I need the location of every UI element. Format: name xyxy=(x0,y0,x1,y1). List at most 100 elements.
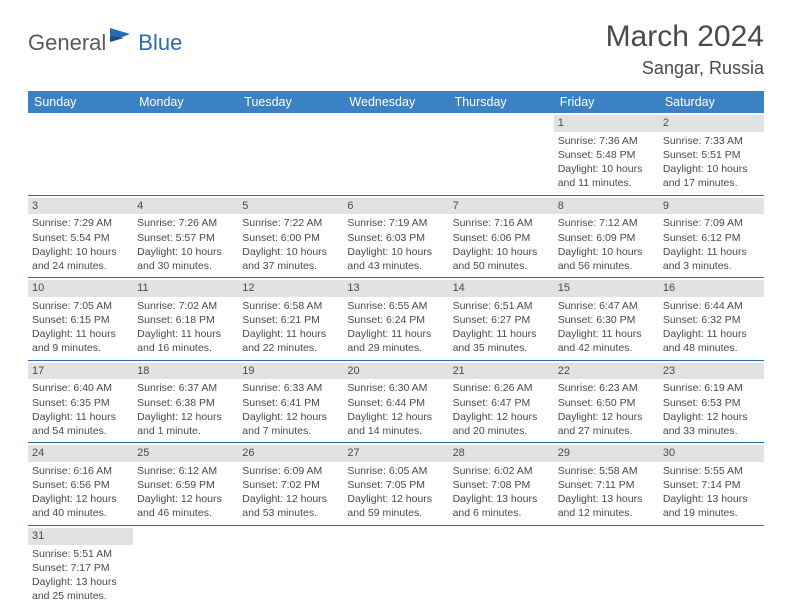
sunrise-text: Sunrise: 7:29 AM xyxy=(32,216,129,230)
day-number: 25 xyxy=(133,445,238,462)
sunrise-text: Sunrise: 6:26 AM xyxy=(453,381,550,395)
calendar-day-cell: 15Sunrise: 6:47 AMSunset: 6:30 PMDayligh… xyxy=(554,278,659,361)
title-block: March 2024 Sangar, Russia xyxy=(606,20,764,79)
calendar-day-cell xyxy=(659,525,764,607)
day-number: 11 xyxy=(133,280,238,297)
sunrise-text: Sunrise: 6:09 AM xyxy=(242,464,339,478)
sunrise-text: Sunrise: 6:55 AM xyxy=(347,299,444,313)
sunrise-text: Sunrise: 6:40 AM xyxy=(32,381,129,395)
calendar-day-cell: 7Sunrise: 7:16 AMSunset: 6:06 PMDaylight… xyxy=(449,195,554,278)
weekday-header: Tuesday xyxy=(238,91,343,113)
sunrise-text: Sunrise: 7:02 AM xyxy=(137,299,234,313)
calendar-day-cell: 28Sunrise: 6:02 AMSunset: 7:08 PMDayligh… xyxy=(449,443,554,526)
day-number: 23 xyxy=(659,363,764,380)
day-number: 1 xyxy=(554,115,659,132)
sunrise-text: Sunrise: 7:19 AM xyxy=(347,216,444,230)
sunrise-text: Sunrise: 6:30 AM xyxy=(347,381,444,395)
day-number: 10 xyxy=(28,280,133,297)
day-number: 6 xyxy=(343,198,448,215)
calendar-week-row: 3Sunrise: 7:29 AMSunset: 5:54 PMDaylight… xyxy=(28,195,764,278)
daylight-text: Daylight: 12 hours and 7 minutes. xyxy=(242,410,339,438)
daylight-text: Daylight: 12 hours and 40 minutes. xyxy=(32,492,129,520)
location-label: Sangar, Russia xyxy=(606,58,764,79)
calendar-day-cell: 20Sunrise: 6:30 AMSunset: 6:44 PMDayligh… xyxy=(343,360,448,443)
sunrise-text: Sunrise: 6:05 AM xyxy=(347,464,444,478)
daylight-text: Daylight: 10 hours and 11 minutes. xyxy=(558,162,655,190)
calendar-day-cell xyxy=(449,113,554,195)
sunrise-text: Sunrise: 5:58 AM xyxy=(558,464,655,478)
sunrise-text: Sunrise: 6:58 AM xyxy=(242,299,339,313)
daylight-text: Daylight: 12 hours and 59 minutes. xyxy=(347,492,444,520)
calendar-day-cell: 24Sunrise: 6:16 AMSunset: 6:56 PMDayligh… xyxy=(28,443,133,526)
day-number: 14 xyxy=(449,280,554,297)
calendar-day-cell xyxy=(343,525,448,607)
logo-text-general: General xyxy=(28,30,106,56)
sunrise-text: Sunrise: 7:16 AM xyxy=(453,216,550,230)
calendar-day-cell: 14Sunrise: 6:51 AMSunset: 6:27 PMDayligh… xyxy=(449,278,554,361)
calendar-day-cell: 27Sunrise: 6:05 AMSunset: 7:05 PMDayligh… xyxy=(343,443,448,526)
daylight-text: Daylight: 10 hours and 17 minutes. xyxy=(663,162,760,190)
daylight-text: Daylight: 12 hours and 14 minutes. xyxy=(347,410,444,438)
weekday-header: Friday xyxy=(554,91,659,113)
sunrise-text: Sunrise: 6:23 AM xyxy=(558,381,655,395)
day-number: 28 xyxy=(449,445,554,462)
day-number: 13 xyxy=(343,280,448,297)
sunrise-text: Sunrise: 7:05 AM xyxy=(32,299,129,313)
weekday-header-row: SundayMondayTuesdayWednesdayThursdayFrid… xyxy=(28,91,764,113)
sunset-text: Sunset: 7:17 PM xyxy=(32,561,129,575)
day-number: 15 xyxy=(554,280,659,297)
logo: General Blue xyxy=(28,26,182,59)
sunset-text: Sunset: 6:30 PM xyxy=(558,313,655,327)
daylight-text: Daylight: 11 hours and 35 minutes. xyxy=(453,327,550,355)
day-number: 4 xyxy=(133,198,238,215)
sunset-text: Sunset: 6:27 PM xyxy=(453,313,550,327)
daylight-text: Daylight: 12 hours and 46 minutes. xyxy=(137,492,234,520)
weekday-header: Thursday xyxy=(449,91,554,113)
day-number: 31 xyxy=(28,528,133,545)
day-number: 29 xyxy=(554,445,659,462)
calendar-day-cell: 6Sunrise: 7:19 AMSunset: 6:03 PMDaylight… xyxy=(343,195,448,278)
sunset-text: Sunset: 7:08 PM xyxy=(453,478,550,492)
calendar-day-cell: 2Sunrise: 7:33 AMSunset: 5:51 PMDaylight… xyxy=(659,113,764,195)
sunrise-text: Sunrise: 7:12 AM xyxy=(558,216,655,230)
daylight-text: Daylight: 13 hours and 6 minutes. xyxy=(453,492,550,520)
sunrise-text: Sunrise: 7:33 AM xyxy=(663,134,760,148)
sunset-text: Sunset: 6:15 PM xyxy=(32,313,129,327)
daylight-text: Daylight: 10 hours and 50 minutes. xyxy=(453,245,550,273)
day-number: 12 xyxy=(238,280,343,297)
sunrise-text: Sunrise: 7:22 AM xyxy=(242,216,339,230)
sunset-text: Sunset: 6:41 PM xyxy=(242,396,339,410)
weekday-header: Monday xyxy=(133,91,238,113)
sunrise-text: Sunrise: 6:16 AM xyxy=(32,464,129,478)
day-number: 5 xyxy=(238,198,343,215)
sunrise-text: Sunrise: 7:36 AM xyxy=(558,134,655,148)
sunset-text: Sunset: 6:44 PM xyxy=(347,396,444,410)
calendar-day-cell: 4Sunrise: 7:26 AMSunset: 5:57 PMDaylight… xyxy=(133,195,238,278)
calendar-day-cell: 16Sunrise: 6:44 AMSunset: 6:32 PMDayligh… xyxy=(659,278,764,361)
calendar-day-cell xyxy=(554,525,659,607)
sunrise-text: Sunrise: 7:09 AM xyxy=(663,216,760,230)
sunset-text: Sunset: 7:05 PM xyxy=(347,478,444,492)
day-number: 9 xyxy=(659,198,764,215)
calendar-day-cell: 21Sunrise: 6:26 AMSunset: 6:47 PMDayligh… xyxy=(449,360,554,443)
sunset-text: Sunset: 5:48 PM xyxy=(558,148,655,162)
calendar-week-row: 31Sunrise: 5:51 AMSunset: 7:17 PMDayligh… xyxy=(28,525,764,607)
sunset-text: Sunset: 6:35 PM xyxy=(32,396,129,410)
calendar-week-row: 24Sunrise: 6:16 AMSunset: 6:56 PMDayligh… xyxy=(28,443,764,526)
daylight-text: Daylight: 11 hours and 9 minutes. xyxy=(32,327,129,355)
calendar-day-cell: 11Sunrise: 7:02 AMSunset: 6:18 PMDayligh… xyxy=(133,278,238,361)
day-number: 8 xyxy=(554,198,659,215)
day-number: 22 xyxy=(554,363,659,380)
daylight-text: Daylight: 13 hours and 12 minutes. xyxy=(558,492,655,520)
sunset-text: Sunset: 6:38 PM xyxy=(137,396,234,410)
daylight-text: Daylight: 12 hours and 33 minutes. xyxy=(663,410,760,438)
daylight-text: Daylight: 10 hours and 30 minutes. xyxy=(137,245,234,273)
weekday-header: Wednesday xyxy=(343,91,448,113)
daylight-text: Daylight: 10 hours and 37 minutes. xyxy=(242,245,339,273)
sunrise-text: Sunrise: 6:33 AM xyxy=(242,381,339,395)
flag-icon xyxy=(110,26,136,49)
calendar-day-cell: 5Sunrise: 7:22 AMSunset: 6:00 PMDaylight… xyxy=(238,195,343,278)
sunrise-text: Sunrise: 5:51 AM xyxy=(32,547,129,561)
logo-text-blue: Blue xyxy=(138,30,182,56)
calendar-day-cell xyxy=(343,113,448,195)
